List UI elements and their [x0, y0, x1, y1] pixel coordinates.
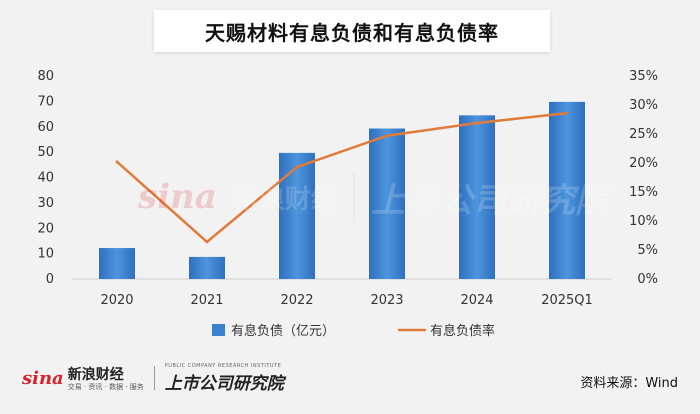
institute-logo-tagline: PUBLIC COMPANY RESEARCH INSTITUTE	[164, 362, 282, 369]
left-tick-label: 0	[46, 272, 54, 287]
right-tick-label: 0%	[637, 272, 658, 287]
chart-title: 天赐材料有息负债和有息负债率	[205, 20, 499, 45]
x-tick-label: 2025Q1	[541, 293, 593, 308]
bar	[189, 256, 225, 279]
bar	[99, 248, 135, 279]
sina-finance-logo: sina 新浪财经 交易 · 资讯 · 数据 · 服务	[22, 364, 144, 392]
legend-line-label: 有息负债率	[430, 323, 495, 339]
rate-point	[475, 121, 479, 125]
legend-bar-label: 有息负债（亿元）	[231, 323, 335, 339]
x-tick-label: 2020	[100, 293, 133, 308]
bar	[459, 115, 495, 279]
bar	[279, 152, 315, 279]
sina-logo-mark: sina	[22, 367, 64, 389]
left-tick-label: 70	[37, 94, 54, 109]
right-axis-ticks: 0% 5% 10% 15% 20% 25% 30% 35%	[629, 69, 658, 287]
title-bar: 天赐材料有息负债和有息负债率	[154, 10, 550, 52]
x-tick-label: 2023	[370, 293, 403, 308]
left-axis-ticks: 0 10 20 30 40 50 60 70 80	[37, 69, 54, 287]
left-tick-label: 50	[37, 145, 54, 160]
bar-series	[99, 101, 585, 279]
rate-point	[385, 134, 389, 138]
right-tick-label: 5%	[637, 243, 658, 258]
left-tick-label: 20	[37, 221, 54, 236]
right-tick-label: 30%	[629, 98, 658, 113]
bar	[369, 128, 405, 279]
left-tick-label: 80	[37, 69, 54, 84]
right-tick-label: 10%	[629, 214, 658, 229]
right-tick-label: 20%	[629, 156, 658, 171]
x-tick-label: 2021	[190, 293, 223, 308]
institute-logo-name: 上市公司研究院	[164, 373, 284, 394]
line-series	[115, 111, 569, 244]
right-tick-label: 15%	[629, 185, 658, 200]
x-tick-label: 2022	[280, 293, 313, 308]
left-tick-label: 10	[37, 247, 54, 262]
source-note: 资料来源：Wind	[580, 376, 678, 391]
right-tick-label: 25%	[629, 127, 658, 142]
bar	[549, 101, 585, 279]
left-tick-label: 30	[37, 196, 54, 211]
x-axis-ticks: 2020 2021 2022 2023 2024 2025Q1	[100, 293, 592, 308]
sina-logo-tagline: 交易 · 资讯 · 数据 · 服务	[67, 383, 144, 391]
rate-line	[116, 111, 568, 244]
institute-logo: PUBLIC COMPANY RESEARCH INSTITUTE 上市公司研究…	[165, 363, 284, 394]
rate-point	[115, 160, 119, 164]
left-tick-label: 40	[37, 171, 54, 186]
rate-point	[295, 165, 299, 169]
footer-logos: sina 新浪财经 交易 · 资讯 · 数据 · 服务 PUBLIC COMPA…	[22, 363, 284, 394]
legend: 有息负债（亿元） 有息负债率	[212, 323, 495, 339]
right-tick-label: 35%	[629, 69, 658, 84]
left-tick-label: 60	[37, 120, 54, 135]
rate-point	[565, 111, 569, 115]
rate-point	[205, 240, 209, 244]
x-tick-label: 2024	[460, 293, 493, 308]
legend-bar-swatch	[212, 324, 225, 336]
sina-logo-name: 新浪财经	[67, 367, 124, 383]
logo-divider	[153, 366, 155, 390]
